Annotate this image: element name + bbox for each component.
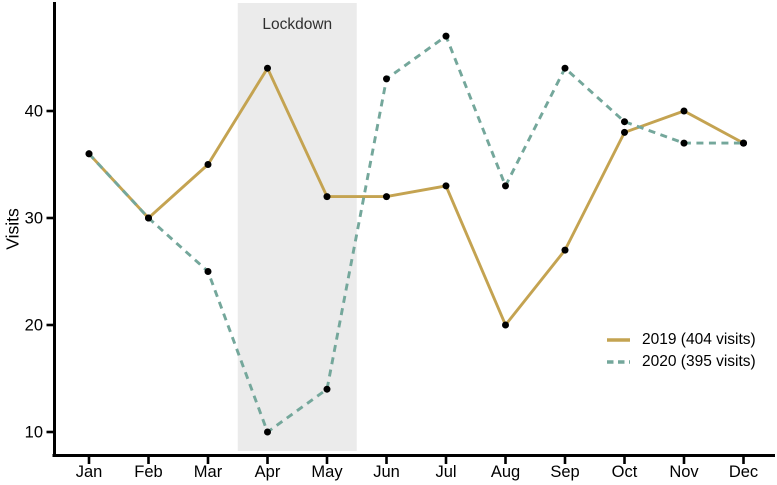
- data-point: [204, 268, 212, 275]
- data-point: [264, 64, 271, 72]
- x-tick-label: Aug: [491, 463, 520, 481]
- series-line-2020: [87, 33, 744, 435]
- x-tick-label: Nov: [669, 463, 699, 481]
- legend-label-2019: 2019 (404 visits): [642, 330, 756, 348]
- data-point: [442, 182, 450, 190]
- x-tick-label: Apr: [255, 463, 281, 481]
- data-point: [561, 64, 569, 72]
- y-tick-label: 20: [25, 317, 43, 335]
- legend-item-2019: 2019 (404 visits): [606, 330, 756, 349]
- y-axis-title: Visits: [2, 208, 23, 250]
- data-point: [85, 150, 93, 158]
- data-point: [204, 161, 212, 168]
- legend-swatch-dashed-line-icon: [607, 359, 630, 364]
- x-tick-label: Dec: [729, 463, 758, 481]
- x-tick-label: Sep: [550, 463, 579, 481]
- data-point: [502, 321, 509, 329]
- x-tick-label: Jun: [373, 463, 400, 481]
- x-tick-label: Jul: [435, 463, 456, 481]
- x-tick-label: May: [311, 463, 343, 481]
- data-point: [502, 182, 509, 190]
- x-tick-label: Oct: [612, 463, 638, 481]
- series-line-2019: [87, 65, 745, 328]
- x-tick-label: Mar: [194, 463, 223, 481]
- x-tick-label: Feb: [134, 463, 162, 481]
- y-tick-label: 10: [25, 424, 43, 442]
- data-point: [740, 139, 747, 147]
- lockdown-band: [237, 3, 357, 451]
- data-point: [264, 428, 271, 436]
- y-tick-label: 40: [25, 103, 43, 121]
- data-point: [680, 107, 688, 115]
- data-point: [323, 193, 331, 201]
- data-point: [145, 214, 152, 222]
- x-tick-label: Jan: [76, 463, 103, 481]
- legend-item-2020: 2020 (395 visits): [606, 352, 756, 371]
- data-point: [621, 128, 628, 136]
- data-point: [383, 193, 390, 201]
- data-point: [442, 32, 450, 40]
- legend-label-2020: 2020 (395 visits): [642, 352, 756, 370]
- data-point: [561, 246, 569, 254]
- legend: 2019 (404 visits) 2020 (395 visits): [606, 330, 756, 371]
- y-tick-label: 30: [25, 210, 43, 228]
- lockdown-annotation-label: Lockdown: [262, 16, 333, 33]
- data-point: [323, 385, 331, 393]
- data-point: [621, 118, 628, 126]
- data-point: [680, 139, 688, 147]
- data-point: [383, 75, 390, 83]
- legend-swatch-solid-line-icon: [607, 337, 630, 342]
